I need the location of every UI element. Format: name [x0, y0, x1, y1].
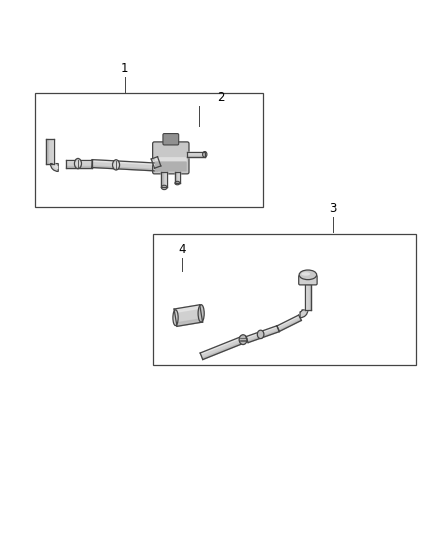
Polygon shape — [46, 140, 48, 164]
Text: 3: 3 — [329, 202, 336, 215]
Polygon shape — [200, 336, 244, 360]
Polygon shape — [166, 172, 167, 188]
Polygon shape — [200, 336, 242, 354]
Ellipse shape — [301, 272, 310, 276]
Bar — [153, 233, 416, 365]
Wedge shape — [50, 164, 58, 172]
Ellipse shape — [74, 158, 81, 169]
Polygon shape — [46, 140, 54, 164]
Ellipse shape — [299, 270, 317, 280]
Polygon shape — [175, 172, 176, 183]
Ellipse shape — [161, 185, 167, 190]
FancyBboxPatch shape — [155, 161, 187, 172]
Bar — [35, 93, 263, 207]
Polygon shape — [161, 172, 162, 188]
Polygon shape — [246, 326, 279, 343]
Wedge shape — [300, 310, 308, 318]
Polygon shape — [187, 151, 205, 152]
Polygon shape — [175, 172, 180, 183]
Text: 2: 2 — [217, 91, 225, 103]
Polygon shape — [161, 172, 167, 188]
FancyBboxPatch shape — [299, 275, 317, 285]
Polygon shape — [156, 157, 161, 166]
Polygon shape — [277, 315, 301, 332]
Polygon shape — [187, 156, 205, 157]
Polygon shape — [92, 166, 158, 171]
Ellipse shape — [113, 161, 119, 168]
Polygon shape — [151, 157, 161, 168]
Ellipse shape — [113, 160, 120, 170]
Ellipse shape — [198, 305, 204, 322]
Polygon shape — [305, 284, 311, 310]
Ellipse shape — [75, 160, 81, 167]
Polygon shape — [92, 160, 158, 165]
Polygon shape — [177, 319, 203, 326]
Ellipse shape — [173, 310, 178, 326]
Polygon shape — [66, 159, 92, 167]
Wedge shape — [53, 164, 58, 169]
Polygon shape — [151, 158, 156, 168]
Polygon shape — [246, 326, 278, 338]
Polygon shape — [279, 319, 301, 332]
Ellipse shape — [175, 181, 180, 185]
Ellipse shape — [239, 335, 247, 344]
Polygon shape — [92, 160, 158, 171]
Polygon shape — [174, 305, 200, 312]
Polygon shape — [174, 305, 203, 326]
Polygon shape — [53, 140, 54, 164]
Polygon shape — [310, 284, 311, 310]
Polygon shape — [187, 151, 205, 157]
Polygon shape — [66, 166, 92, 167]
Text: 1: 1 — [121, 62, 129, 75]
Polygon shape — [179, 172, 180, 183]
Polygon shape — [66, 159, 92, 161]
FancyBboxPatch shape — [152, 142, 189, 174]
Polygon shape — [305, 284, 306, 310]
Ellipse shape — [257, 330, 264, 338]
Polygon shape — [277, 315, 299, 327]
FancyBboxPatch shape — [163, 134, 179, 145]
Polygon shape — [247, 330, 279, 343]
Polygon shape — [202, 342, 244, 360]
FancyBboxPatch shape — [155, 157, 187, 172]
Text: 4: 4 — [178, 243, 186, 255]
Ellipse shape — [202, 151, 207, 157]
